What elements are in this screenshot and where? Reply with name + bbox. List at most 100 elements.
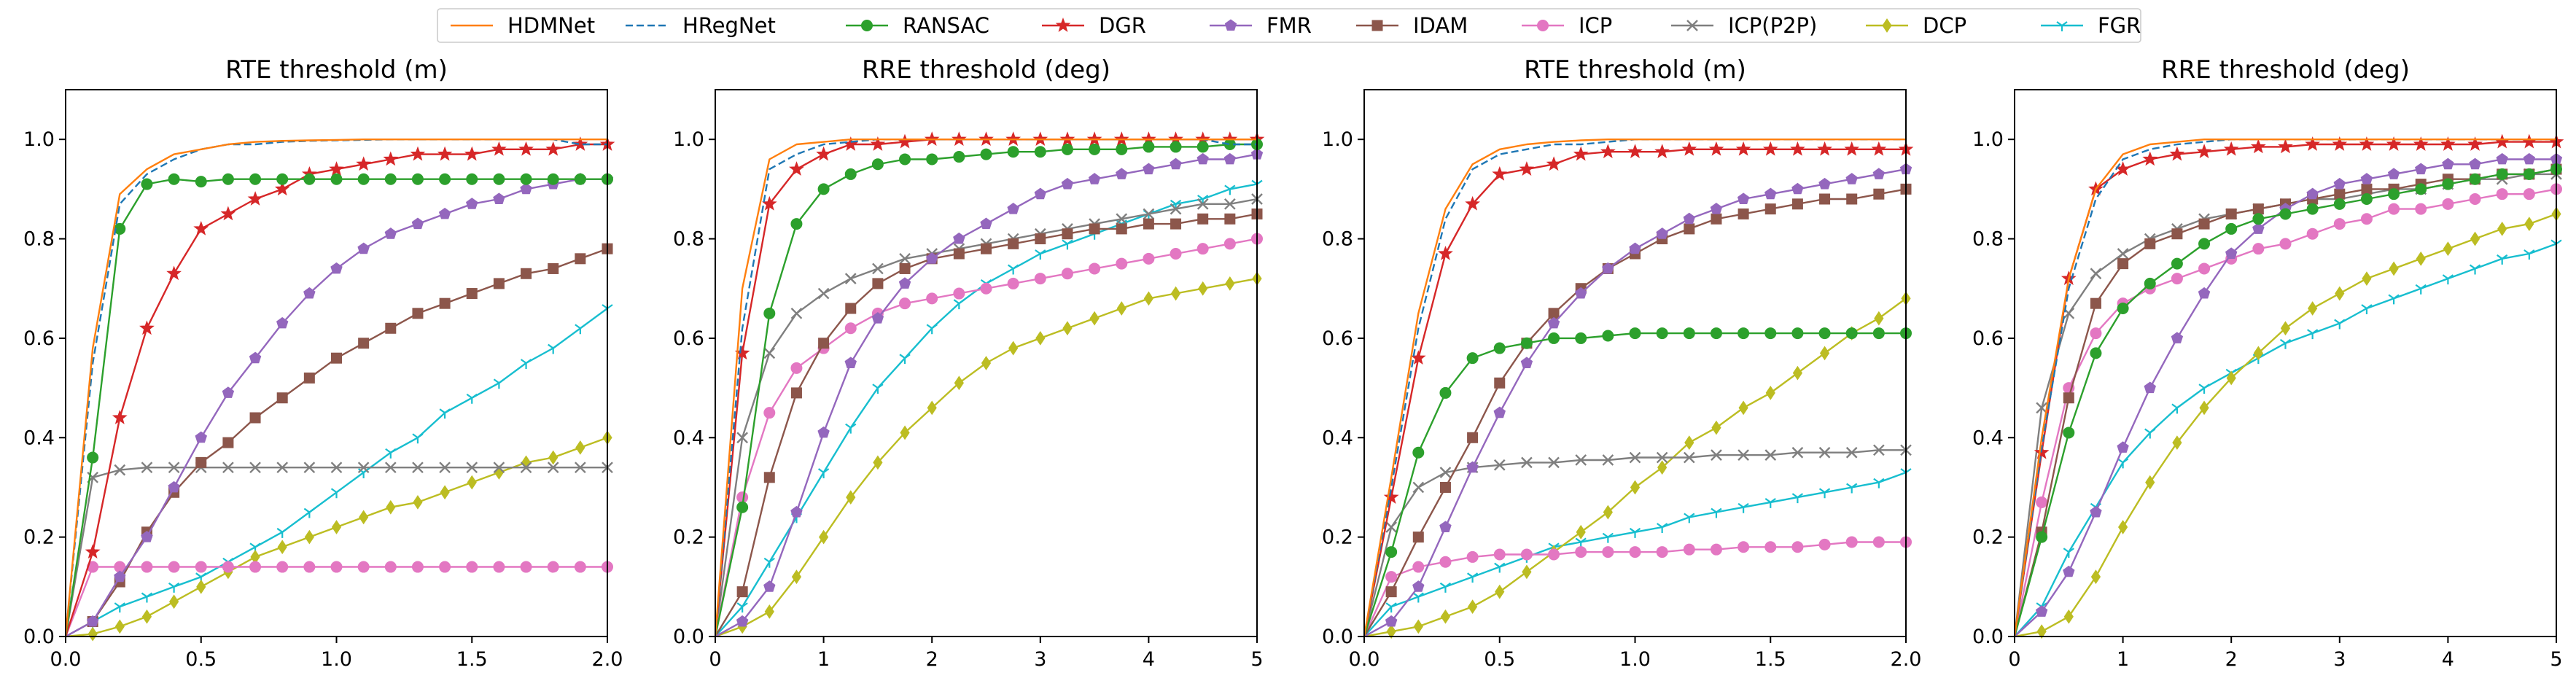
series-layer (66, 136, 615, 642)
data-point-icp (1412, 561, 1425, 573)
data-point-icp (1575, 546, 1587, 558)
data-point-ransac (1196, 141, 1209, 153)
data-point-dcp (791, 569, 802, 585)
data-point-dgr (247, 191, 263, 206)
data-point-idam (1412, 532, 1424, 543)
data-point-icp (1845, 536, 1858, 548)
chart-panel-4: 0 1 2 3 4 5 0.0 0.2 0.4 0.6 0.8 1.0 RRE threshold (d… (1972, 55, 2564, 671)
x-tick-label: 1 (817, 648, 830, 671)
data-point-dcp (1225, 276, 1235, 291)
data-point-ransac (817, 183, 830, 195)
data-point-ransac (1170, 141, 1182, 153)
y-tick-label: 0.0 (673, 626, 704, 648)
data-point-icp-p2p (1656, 451, 1668, 464)
data-point-ransac (384, 173, 397, 185)
data-point-fmr (2360, 173, 2373, 184)
data-point-ransac (1061, 143, 1073, 155)
data-point-idam (493, 278, 505, 289)
data-point-ransac (195, 176, 207, 188)
data-point-icp (2415, 203, 2427, 215)
data-point-ransac (411, 173, 424, 185)
legend-entry-idam: IDAM (1356, 13, 1468, 38)
data-point-fmr (2333, 177, 2346, 190)
series-dgr (2015, 133, 2564, 637)
data-point-dgr (572, 136, 588, 151)
data-point-fmr (1520, 357, 1533, 368)
series-fmr (1364, 163, 1912, 638)
data-point-dgr (2142, 151, 2158, 166)
data-point-dcp (2416, 251, 2426, 266)
data-point-fgr (1764, 498, 1776, 508)
series-hdmnet (66, 138, 607, 637)
y-tick-label: 0.6 (1972, 327, 2004, 350)
data-point-ransac (736, 501, 749, 513)
data-point-fmr (1412, 580, 1425, 592)
data-point-dgr (1817, 141, 1832, 156)
data-point-fgr (2198, 384, 2210, 394)
data-point-ransac (520, 173, 532, 185)
data-point-ransac (1710, 327, 1722, 340)
data-point-icp (439, 561, 451, 573)
data-point-icp-p2p (439, 462, 451, 474)
data-point-icp-p2p (1548, 456, 1560, 469)
data-point-icp (2388, 203, 2400, 215)
data-point-dcp (1467, 599, 1478, 614)
series-line-hdmnet (2015, 138, 2556, 637)
data-point-idam (953, 248, 965, 260)
data-point-dgr (112, 410, 128, 424)
data-point-fmr (1818, 177, 1831, 190)
data-point-idam (1224, 213, 1236, 225)
chart-panel-3: 0.0 0.5 1.0 1.5 2.0 0.0 0.2 0.4 0.6 0.8 1.0 RTE thr… (1322, 55, 1921, 671)
data-point-idam (466, 288, 478, 300)
data-point-ransac (168, 173, 180, 185)
data-point-icp (276, 561, 289, 573)
data-point-dcp (1116, 301, 1126, 316)
legend-label-icp-p2p: ICP(P2P) (1728, 13, 1817, 38)
data-point-fmr (763, 580, 776, 592)
data-point-fmr (1791, 182, 1804, 195)
data-point-ransac (1143, 141, 1155, 153)
data-point-dgr (166, 265, 182, 281)
data-point-icp (1223, 238, 1236, 250)
data-point-fmr (330, 262, 343, 274)
series-hdmnet (2015, 138, 2556, 637)
data-point-ransac (980, 148, 992, 160)
data-point-ransac (2333, 198, 2346, 210)
data-point-fmr (222, 386, 235, 398)
data-point-dcp (1522, 564, 1532, 580)
data-point-dcp (2335, 286, 2345, 301)
y-tick-label: 0.8 (23, 228, 55, 251)
data-point-ransac (1683, 327, 1695, 340)
data-point-idam (2225, 208, 2237, 219)
data-point-dcp (1440, 609, 1451, 624)
x-tick-label: 3 (2333, 648, 2346, 671)
data-point-idam (1089, 223, 1100, 235)
y-tick-label: 0.0 (1972, 626, 2004, 648)
data-point-fgr (763, 557, 775, 568)
data-point-dgr (518, 141, 534, 156)
x-tick-label: 0.0 (50, 648, 82, 671)
data-point-idam (818, 338, 830, 349)
data-point-icp (1818, 538, 1831, 550)
y-tick-label: 0.4 (673, 427, 704, 449)
data-point-icp-p2p (844, 273, 857, 284)
data-point-idam (1143, 218, 1154, 230)
data-point-fmr (1845, 173, 1858, 184)
data-point-dgr (816, 146, 831, 161)
data-point-dcp (2389, 261, 2399, 276)
data-point-ransac (1412, 446, 1425, 459)
data-point-fgr (2307, 329, 2319, 340)
series-icp (1364, 536, 1912, 637)
data-point-icp-p2p (2036, 402, 2047, 414)
data-point-icp-p2p (736, 432, 748, 444)
data-point-fmr (1575, 287, 1587, 299)
data-point-icp (2360, 213, 2373, 225)
data-point-icp (1034, 273, 1046, 285)
data-point-icp (1170, 248, 1182, 260)
data-point-fmr (357, 242, 370, 254)
data-point-idam (1170, 218, 1182, 230)
data-point-dgr (193, 220, 209, 235)
data-point-ransac (439, 173, 451, 185)
data-point-dgr (2359, 136, 2375, 151)
data-point-fgr (926, 324, 938, 335)
